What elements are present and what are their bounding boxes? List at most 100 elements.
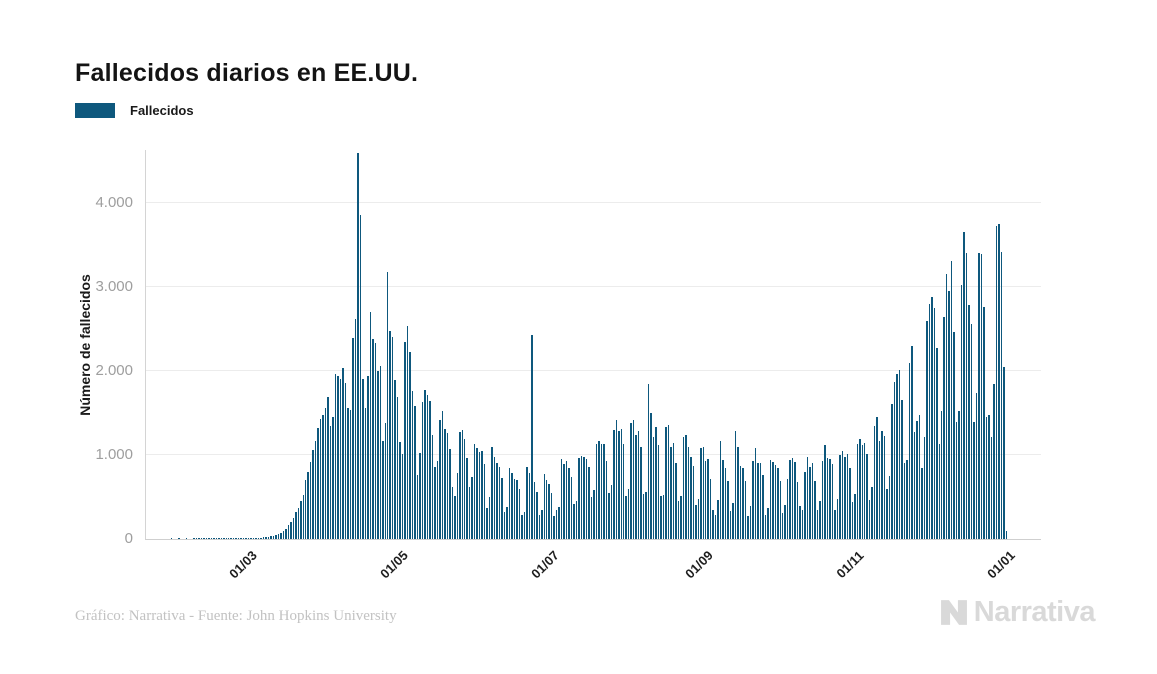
bar [292,517,295,539]
bar [841,450,844,539]
bar [426,394,429,539]
bar [849,468,851,539]
bar [898,370,901,539]
bar [642,493,645,539]
bar [237,538,240,539]
bar [565,460,568,539]
bar [357,152,359,539]
bar [739,465,742,539]
footer-credit: Gráfico: Narrativa - Fuente: John Hopkin… [75,608,397,624]
bar [595,444,598,539]
bar [280,532,282,539]
bar [496,463,498,539]
bar [809,466,811,539]
bar [945,274,948,539]
gridline [146,285,1041,287]
bar [590,497,593,539]
bar [225,538,228,539]
y-tick-label: 3.000 [95,277,133,295]
bar [983,307,985,539]
y-tick-label: 2.000 [95,361,133,379]
bar [255,538,257,539]
bar [218,538,220,539]
bar [563,464,565,539]
bar [846,454,849,539]
bar [702,447,705,539]
bar [712,510,714,539]
bar [518,488,521,539]
bar [349,409,352,539]
bar [309,462,312,539]
bar [434,466,436,539]
bar [347,407,349,539]
bar [665,427,667,539]
bar [416,475,419,539]
bar [478,452,481,539]
bar [955,422,958,539]
bar [819,501,821,539]
bar [436,460,439,539]
narrativa-logo[interactable]: Narrativa [939,596,1096,628]
bar [227,538,230,539]
bar [526,466,528,539]
bar [454,496,456,539]
bar [431,434,434,539]
bar [232,538,235,539]
x-tick-label: 01/03 [226,547,260,582]
bar [466,457,468,539]
bar [695,505,697,539]
bar [250,538,252,539]
legend-item-fallecidos[interactable]: Fallecidos [75,103,194,118]
bar [652,437,655,539]
bar [493,456,496,539]
bar [926,320,928,539]
bar [305,480,307,539]
bar [441,411,444,539]
bar [603,444,605,539]
bar [354,318,357,539]
bar [406,326,409,539]
bar [178,538,180,539]
y-tick-label: 1.000 [95,445,133,463]
bar [675,463,677,539]
bar [379,365,382,539]
bar [486,507,488,539]
bar [953,332,955,539]
bar [893,381,896,539]
bar [697,498,700,539]
bar [774,465,777,539]
bar [719,440,722,539]
bar [588,466,590,539]
bar [553,516,555,539]
bar [471,476,473,539]
bar [637,430,640,539]
bar [593,490,595,539]
bar [1005,531,1008,539]
bar [794,461,796,539]
bar [752,460,754,539]
x-axis-labels: 01/03 01/05 01/07 01/09 01/11 01/01 [145,545,1018,595]
bar [672,443,675,539]
bar [394,380,396,539]
bar [270,536,272,539]
bar [826,457,829,539]
bar [560,459,563,539]
bar [317,428,319,539]
bar [677,501,680,539]
bar [545,480,548,539]
bar [918,414,921,539]
bar [680,496,682,539]
bar [324,407,327,539]
bar [854,493,856,539]
bar [386,271,389,539]
bar [623,444,625,539]
bar [600,444,603,539]
bar [704,460,707,539]
bar [575,501,578,539]
bar [625,496,627,539]
bar [734,430,737,539]
bar [277,534,280,539]
bar [302,495,305,539]
bar [876,417,878,539]
x-tick-label: 01/11 [833,547,867,582]
